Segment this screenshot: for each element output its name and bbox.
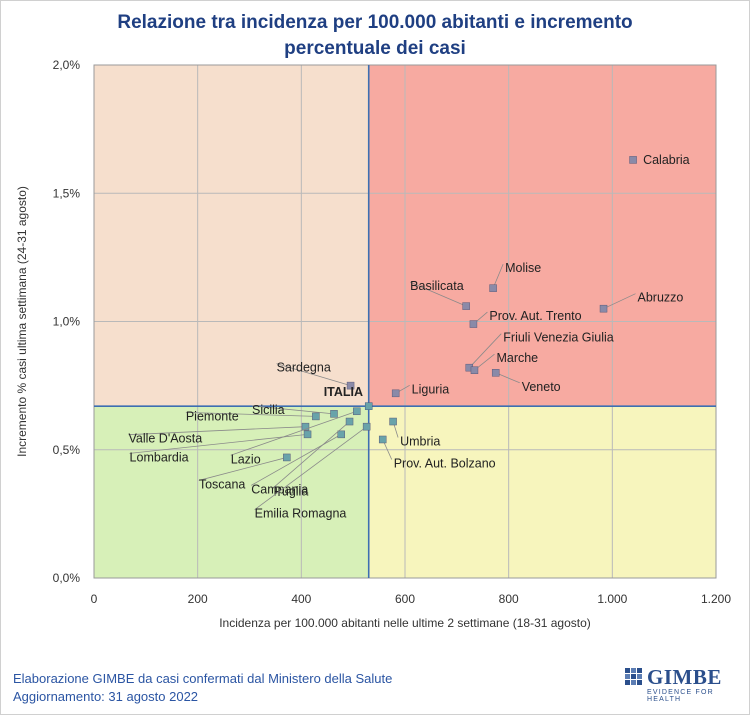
point-marker bbox=[469, 320, 478, 328]
x-tick-label: 1.000 bbox=[597, 592, 627, 606]
leader-line bbox=[492, 264, 504, 289]
quadrant-bottom-left bbox=[94, 406, 369, 578]
x-tick-label: 1.200 bbox=[701, 592, 731, 606]
point-label: Piemonte bbox=[186, 409, 239, 423]
point-label: Sicilia bbox=[252, 403, 285, 417]
point-marker bbox=[345, 417, 354, 426]
gimbe-logo-tagline: EVIDENCE FOR HEALTH bbox=[647, 689, 714, 703]
x-tick-label: 800 bbox=[499, 592, 519, 606]
point-marker bbox=[362, 422, 371, 431]
x-tick-label: 600 bbox=[395, 592, 415, 606]
point-marker bbox=[389, 417, 397, 426]
leader-line bbox=[128, 426, 306, 436]
point-marker bbox=[346, 381, 355, 390]
y-tick-label: 0,5% bbox=[53, 443, 81, 457]
chart-title: Relazione tra incidenza per 100.000 abit… bbox=[0, 10, 750, 62]
point-label: Sardegna bbox=[277, 361, 331, 375]
point-label: Basilicata bbox=[410, 279, 464, 293]
leader-line bbox=[198, 457, 287, 481]
point-marker bbox=[283, 453, 291, 462]
leader-line bbox=[185, 412, 316, 417]
x-tick-label: 400 bbox=[291, 592, 311, 606]
point-marker bbox=[599, 304, 608, 313]
leader-line bbox=[251, 434, 342, 486]
quadrant-top-left bbox=[94, 65, 369, 407]
point-label: Lazio bbox=[231, 452, 261, 466]
leader-line bbox=[273, 421, 350, 488]
leader-line bbox=[129, 433, 308, 454]
point-label: Valle D'Aosta bbox=[128, 432, 202, 446]
y-axis-title: Incremento % casi ultima settimana (24-3… bbox=[15, 186, 29, 457]
chart-title-line-1: Relazione tra incidenza per 100.000 abit… bbox=[117, 12, 633, 33]
leader-line bbox=[254, 426, 367, 510]
footer-source: Elaborazione GIMBE da casi confermati da… bbox=[13, 671, 393, 686]
point-marker bbox=[337, 430, 345, 439]
point-marker bbox=[301, 422, 310, 431]
leader-line bbox=[276, 363, 351, 387]
y-tick-label: 1,0% bbox=[53, 315, 81, 329]
x-tick-label: 200 bbox=[188, 592, 208, 606]
y-tick-label: 0,0% bbox=[53, 571, 81, 585]
point-marker bbox=[489, 284, 497, 292]
x-tick-label: 0 bbox=[91, 592, 98, 606]
point-label: Toscana bbox=[199, 477, 246, 491]
italia-label: ITALIA bbox=[324, 385, 363, 399]
point-label: Lombardia bbox=[130, 450, 189, 464]
point-marker bbox=[330, 410, 338, 418]
gimbe-logo: GIMBE EVIDENCE FOR HEALTH bbox=[625, 665, 737, 705]
footer: Elaborazione GIMBE da casi confermati da… bbox=[13, 670, 392, 706]
point-marker bbox=[353, 407, 361, 416]
point-label: Liguria bbox=[412, 382, 450, 396]
leader-line bbox=[230, 410, 357, 456]
point-marker bbox=[491, 369, 500, 377]
x-axis-title: Incidenza per 100.000 abitanti nelle ult… bbox=[219, 616, 591, 630]
point-label: Emilia Romagna bbox=[255, 507, 347, 521]
point-label: Friuli Venezia Giulia bbox=[503, 331, 614, 345]
point-label: Puglia bbox=[274, 485, 309, 499]
quadrant-bottom-right bbox=[368, 406, 716, 578]
chart-title-line-2: percentuale dei casi bbox=[284, 38, 466, 59]
quadrant-top-right bbox=[368, 65, 716, 407]
leader-line bbox=[410, 281, 467, 307]
point-label: Prov. Aut. Trento bbox=[489, 309, 581, 323]
point-marker bbox=[391, 389, 400, 398]
gimbe-logo-icon bbox=[625, 668, 642, 685]
leader-line bbox=[603, 293, 636, 310]
point-label: Calabria bbox=[643, 153, 690, 167]
scatter-chart: 0 200 400 600 800 1.000 1.200 0,0% 0,5% 1,0% 1,5% 2… bbox=[15, 58, 731, 630]
point-label: Molise bbox=[505, 261, 541, 275]
point-marker bbox=[629, 156, 637, 164]
point-label: Veneto bbox=[522, 380, 561, 394]
point-marker bbox=[470, 366, 479, 374]
leader-line bbox=[251, 405, 335, 415]
leader-line bbox=[468, 333, 502, 368]
point-label: Marche bbox=[496, 351, 538, 365]
y-tick-label: 1,5% bbox=[53, 186, 81, 200]
italia-marker bbox=[364, 402, 373, 410]
point-marker bbox=[312, 412, 320, 421]
point-marker bbox=[303, 430, 312, 439]
footer-update: Aggiornamento: 31 agosto 2022 bbox=[13, 689, 199, 704]
leader-line bbox=[495, 372, 520, 384]
point-label: Abruzzo bbox=[638, 291, 684, 305]
point-marker bbox=[462, 302, 470, 310]
plot-border bbox=[93, 64, 717, 579]
y-tick-label: 2,0% bbox=[53, 58, 81, 72]
point-label: Umbria bbox=[400, 435, 440, 449]
gimbe-logo-name: GIMBE bbox=[647, 665, 722, 689]
point-label: Campania bbox=[251, 482, 308, 496]
point-label: Prov. Aut. Bolzano bbox=[394, 456, 496, 470]
point-marker bbox=[378, 435, 387, 444]
